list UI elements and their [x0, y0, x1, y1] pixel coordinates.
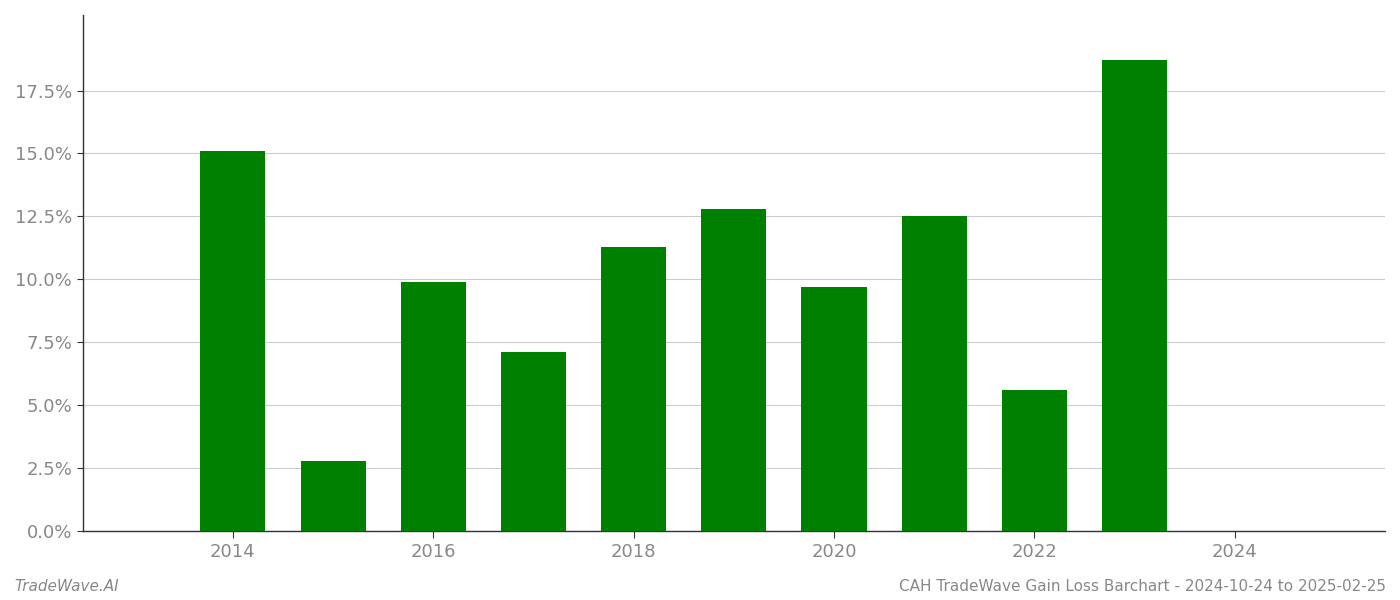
Bar: [501, 352, 566, 531]
Bar: [301, 461, 365, 531]
Bar: [1002, 390, 1067, 531]
Bar: [701, 209, 766, 531]
Bar: [1102, 61, 1168, 531]
Bar: [200, 151, 266, 531]
Text: TradeWave.AI: TradeWave.AI: [14, 579, 119, 594]
Bar: [902, 217, 967, 531]
Bar: [801, 287, 867, 531]
Bar: [601, 247, 666, 531]
Bar: [400, 282, 466, 531]
Text: CAH TradeWave Gain Loss Barchart - 2024-10-24 to 2025-02-25: CAH TradeWave Gain Loss Barchart - 2024-…: [899, 579, 1386, 594]
